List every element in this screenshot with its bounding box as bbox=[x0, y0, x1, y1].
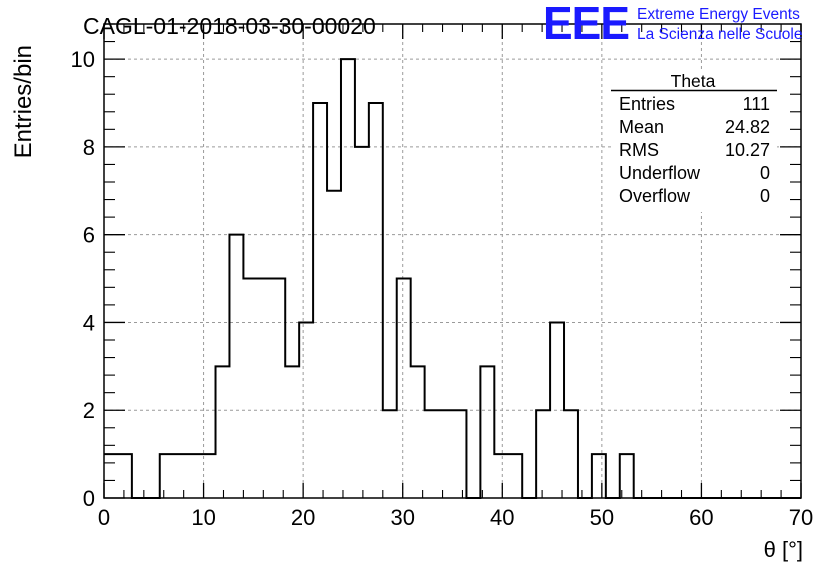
x-tick-label: 0 bbox=[98, 505, 110, 530]
x-tick-label: 50 bbox=[590, 505, 614, 530]
stats-row-value: 0 bbox=[760, 163, 770, 183]
stats-row-value: 10.27 bbox=[725, 140, 770, 160]
x-axis-label: θ [°] bbox=[764, 537, 803, 562]
run-title: CAGL-01-2018-03-30-00020 bbox=[83, 13, 376, 39]
y-tick-label: 4 bbox=[83, 310, 95, 335]
y-tick-label: 6 bbox=[83, 223, 95, 248]
stats-row-label: Underflow bbox=[619, 163, 701, 183]
axis-ticks bbox=[103, 23, 802, 499]
x-tick-label: 30 bbox=[390, 505, 414, 530]
x-tick-label: 60 bbox=[689, 505, 713, 530]
x-tick-label: 70 bbox=[789, 505, 813, 530]
stats-row-label: RMS bbox=[619, 140, 659, 160]
org-name-line1: Extreme Energy Events bbox=[637, 6, 800, 23]
stats-row-value: 0 bbox=[760, 186, 770, 206]
stats-row-label: Overflow bbox=[619, 186, 691, 206]
histogram-step-line bbox=[104, 58, 801, 499]
x-tick-labels: 0 10 20 30 40 50 60 70 bbox=[98, 505, 813, 530]
stats-row-label: Mean bbox=[619, 117, 664, 137]
x-tick-label: 20 bbox=[291, 505, 315, 530]
x-tick-label: 10 bbox=[191, 505, 215, 530]
stats-title: Theta bbox=[671, 71, 716, 91]
org-name-line2: La Scienza nelle Scuole bbox=[637, 26, 802, 43]
stats-row-value: 111 bbox=[743, 94, 770, 114]
y-tick-label: 8 bbox=[83, 135, 95, 160]
y-tick-label: 10 bbox=[71, 47, 95, 72]
stats-box: Theta Entries 111 Mean 24.82 RMS 10.27 Underfl… bbox=[611, 71, 777, 212]
plot-frame bbox=[103, 23, 802, 499]
y-tick-label: 0 bbox=[83, 486, 95, 511]
y-tick-label: 2 bbox=[83, 398, 95, 423]
stats-row-label: Entries bbox=[619, 94, 675, 114]
eee-logo: EEE bbox=[543, 0, 629, 49]
stats-row-value: 24.82 bbox=[725, 117, 770, 137]
x-tick-label: 40 bbox=[490, 505, 514, 530]
y-tick-labels: 0 2 4 6 8 10 bbox=[71, 47, 95, 511]
y-axis-label: Entries/bin bbox=[10, 45, 37, 158]
